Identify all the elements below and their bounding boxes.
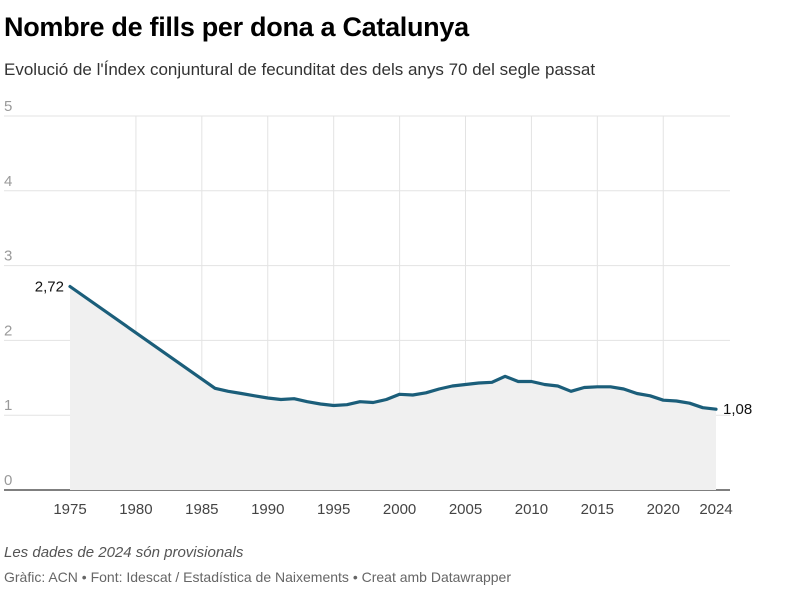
y-tick-label: 2	[4, 322, 12, 339]
chart-subtitle: Evolució de l'Índex conjuntural de fecun…	[4, 60, 596, 79]
y-tick-label: 3	[4, 248, 12, 265]
x-tick-label: 1985	[185, 501, 218, 518]
source-credit: Gràfic: ACN • Font: Idescat / Estadístic…	[4, 569, 512, 585]
x-tick-label: 2024	[699, 501, 732, 518]
x-tick-label: 1990	[251, 501, 284, 518]
end-value-label: 1,08	[723, 401, 752, 418]
footnote: Les dades de 2024 són provisionals	[4, 544, 244, 561]
x-tick-label: 2015	[581, 501, 614, 518]
y-tick-label: 4	[4, 173, 12, 190]
y-tick-label: 5	[4, 98, 12, 115]
start-value-label: 2,72	[35, 279, 64, 296]
y-tick-label: 1	[4, 397, 12, 414]
x-tick-label: 1975	[53, 501, 86, 518]
x-tick-label: 2005	[449, 501, 482, 518]
series-line	[68, 284, 718, 411]
y-tick-label: 0	[4, 472, 12, 489]
x-tick-label: 1980	[119, 501, 152, 518]
area-fill	[70, 286, 716, 490]
x-tick-label: 2010	[515, 501, 548, 518]
fertility-chart: 0 1 2 3 4 5 1975 1980 1985 1990 1995 2000 2005 2010 20…	[4, 98, 752, 518]
x-tick-label: 2000	[383, 501, 416, 518]
x-tick-label: 2020	[647, 501, 680, 518]
chart-title: Nombre de fills per dona a Catalunya	[4, 12, 469, 42]
x-tick-label: 1995	[317, 501, 350, 518]
